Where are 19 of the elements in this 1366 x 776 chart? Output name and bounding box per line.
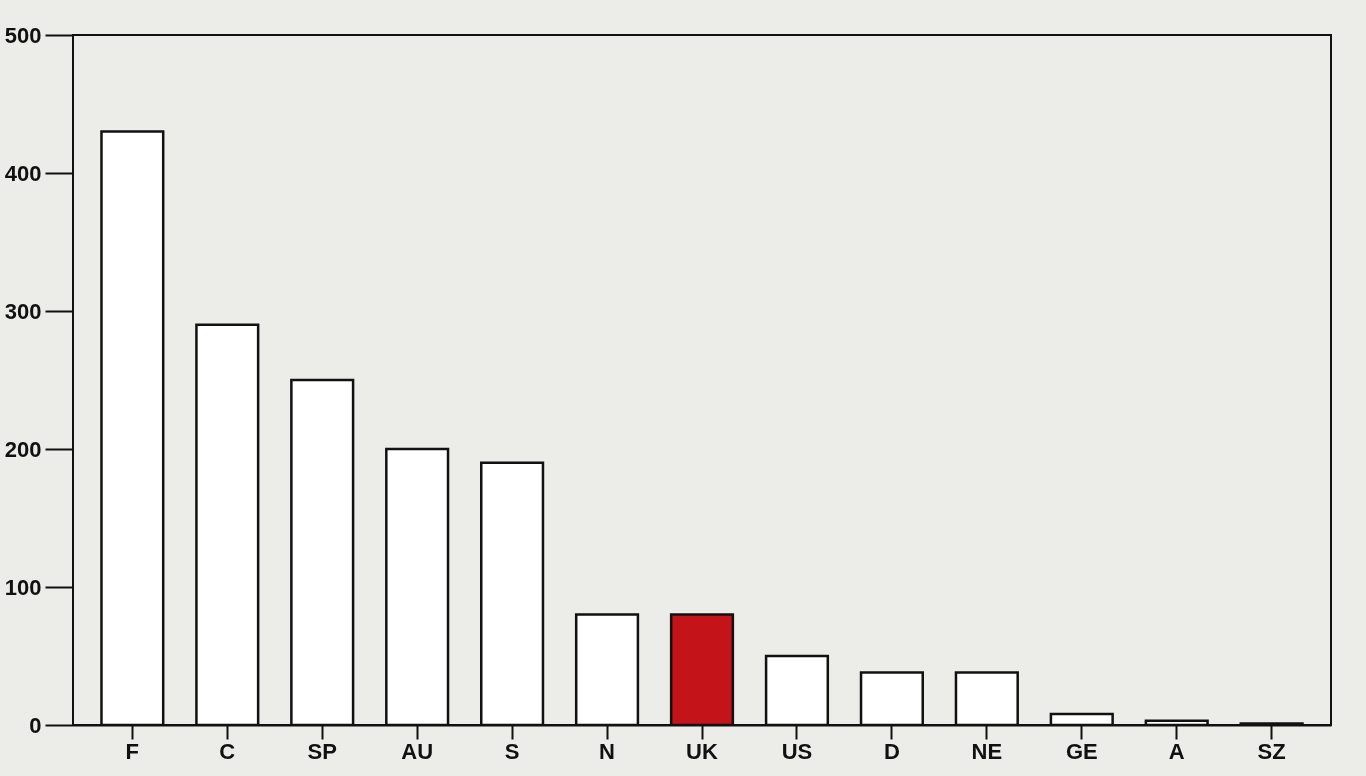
x-tick-label: SZ [1257, 738, 1286, 764]
y-tick-label: 500 [4, 22, 42, 48]
x-tick-label: N [599, 738, 615, 764]
y-tick-label: 200 [4, 436, 42, 462]
y-tick-label: 300 [4, 298, 42, 324]
x-tick-label: SP [307, 738, 337, 764]
x-tick-label: GE [1065, 738, 1098, 764]
y-tick-label: 0 [29, 712, 42, 738]
x-tick-label: A [1168, 738, 1185, 764]
x-tick-label: C [219, 738, 236, 764]
x-tick-label: UK [686, 738, 718, 764]
x-tick-label: S [504, 738, 520, 764]
x-tick-label: US [781, 738, 813, 764]
x-tick-label: NE [971, 738, 1003, 764]
y-tick-label: 100 [4, 574, 42, 600]
x-tick-label: D [883, 738, 900, 764]
x-tick-label: F [125, 738, 140, 764]
x-tick-label: AU [401, 738, 434, 764]
y-tick-label: 400 [4, 160, 42, 186]
